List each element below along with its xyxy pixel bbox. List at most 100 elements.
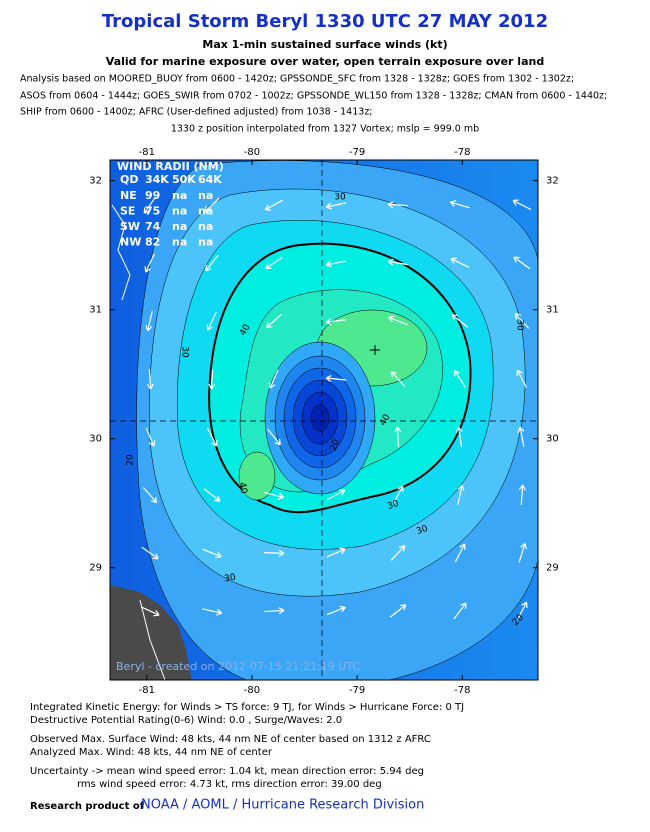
wind-arrow [206,427,218,447]
wind-arrow [146,368,154,390]
wind-arrow [206,311,217,331]
radii-cell: 82 [145,236,160,249]
wind-arrow [388,315,408,326]
wind-arrow [264,199,284,211]
y-tick-label: 31 [89,305,102,316]
wind-arrow [392,485,404,505]
radii-cell: NW [120,236,141,249]
radii-cell: 99 [145,189,160,202]
radii-cell: SE [120,205,135,218]
contour-label: 20 [329,438,342,452]
wind-arrow [457,484,465,505]
wind-arrow [208,368,216,390]
wind-arrow [516,369,528,389]
position-note: 1330 z position interpolated from 1327 V… [171,124,479,135]
wind-arrow [513,256,531,270]
contour-label: 20 [126,454,136,466]
wind-arrow [517,426,525,447]
wind-arrow [325,202,346,210]
wind-arrow [140,606,160,617]
research-label: Research product of [30,801,145,812]
radii-cell: 74 [145,220,161,233]
wind-vectors [140,196,532,621]
wind-arrow [264,491,285,500]
x-tick-label: -80 [244,147,260,158]
wind-arrow [268,369,279,389]
wind-arrow [326,547,346,558]
wind-arrow [518,484,526,506]
wind-arrow [205,254,219,272]
analysis-line: SHIP from 0600 - 1400z; AFRC (User-defin… [20,107,373,118]
y-tick-label: 30 [89,434,102,445]
wind-arrow [142,487,158,504]
wind-arrow [144,253,155,273]
radii-cell: NE [120,189,137,202]
y-tick-label: 31 [546,305,559,316]
contour-label: 30 [180,346,190,358]
x-tick-label: -78 [454,685,470,696]
y-tick-label: 32 [546,176,559,187]
wind-arrow [265,257,283,270]
wind-arrow [203,488,221,502]
radii-cell: na [198,205,213,218]
x-tick-label: -79 [349,685,365,696]
radii-header: 50K [172,173,196,186]
wind-arrow [204,197,220,213]
wind-arrow [390,545,406,561]
wind-arrow [263,607,285,615]
credit: Beryl - created on 2012-07-15 21:21:19 U… [116,660,360,673]
wind-arrow [143,196,157,214]
radii-cell: na [198,236,213,249]
radii-header: 34K [145,173,169,186]
wind-arrow [390,371,406,387]
wind-arrow [145,311,153,332]
map-frame [109,159,539,681]
wind-arrow [325,374,347,382]
y-tick-label: 32 [89,176,102,187]
wind-arrow [202,548,222,559]
wind-arrow [389,604,407,618]
wind-arrow [326,605,346,616]
wind-arrow [455,426,463,447]
wind-arrow [266,313,282,329]
subtitle: Max 1-min sustained surface winds (kt) [202,38,447,51]
contour-label: 30 [386,499,400,512]
wind-arrow [518,542,527,563]
radii-cell: na [198,189,213,202]
contour-label: 40 [237,482,249,495]
wind-arrow [514,313,530,329]
subtitle: Valid for marine exposure over water, op… [106,55,544,68]
wind-arrow [449,200,470,209]
x-tick-label: -81 [139,147,155,158]
radii-header: 64K [198,173,222,186]
radii-header: QD [120,173,138,186]
wind-arrow [145,427,156,447]
footer-line: rms wind speed error: 4.73 kt, rms direc… [77,779,382,790]
wind-arrow [394,426,402,448]
x-tick-label: -80 [244,685,260,696]
wind-arrow [326,489,346,501]
y-tick-label: 29 [546,563,559,574]
contour-label: 30 [515,319,525,331]
x-tick-label: -79 [349,147,365,158]
wind-arrow [325,318,346,326]
wind-arrow [451,314,469,328]
x-tick-label: -78 [454,147,470,158]
y-tick-label: 30 [546,434,559,445]
radii-cell: SW [120,220,140,233]
radii-cell: 75 [145,205,160,218]
footer-line: Integrated Kinetic Energy: for Winds > T… [30,702,464,713]
footer-line: Uncertainty -> mean wind speed error: 1.… [30,766,424,777]
footer-line: Observed Max. Surface Wind: 48 kts, 44 n… [30,734,431,745]
title: Tropical Storm Beryl 1330 UTC 27 MAY 201… [102,11,548,32]
radii-cell: na [172,220,187,233]
x-tick-label: -81 [139,685,155,696]
wind-arrow [512,199,532,211]
wind-arrow [454,543,466,563]
organization[interactable]: NOAA / AOML / Hurricane Research Divisio… [141,798,424,813]
